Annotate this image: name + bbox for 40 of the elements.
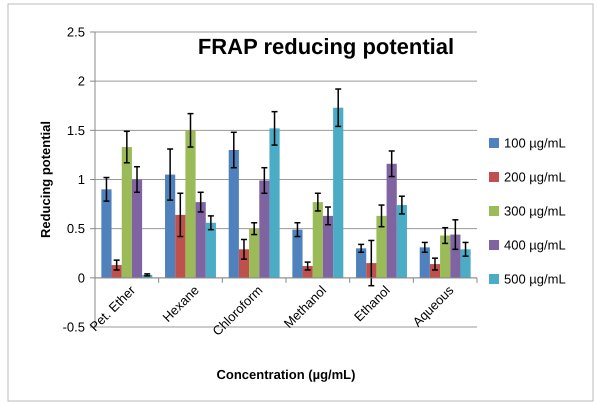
bar [228,150,239,278]
legend-label: 100 µg/mL [504,136,566,151]
y-tick-label: 0 [78,270,85,286]
bar [249,228,260,278]
bar [269,128,280,278]
legend-label: 200 µg/mL [504,170,566,185]
bar [450,234,460,278]
bar [322,216,334,278]
bar [356,248,366,278]
bar [185,130,196,278]
bar [386,164,397,278]
bar [292,230,303,278]
y-tick-label: -0.5 [62,320,85,335]
bar [420,247,430,278]
bar [333,108,344,278]
x-axis-title: Concentration (µg/mL) [216,367,356,382]
bar [196,202,206,278]
bar [132,180,142,278]
bar [440,236,450,278]
legend-label: 400 µg/mL [504,238,566,253]
chart-title: FRAP reducing potential [198,34,454,59]
y-tick-label: 1 [78,172,85,188]
y-axis-title: Reducing potential [38,121,53,238]
bar [175,214,186,278]
bar [122,147,132,278]
bar [165,174,176,278]
legend-label: 500 µg/mL [504,272,566,287]
bar [238,249,250,278]
bar [206,222,216,278]
bar [101,189,112,278]
y-tick-label: 0.5 [66,221,85,236]
legend-label: 300 µg/mL [504,204,566,219]
y-tick-label: 2 [78,74,85,89]
bar [376,216,387,278]
y-tick-label: 2.5 [66,24,85,40]
bar [460,249,471,278]
y-tick-label: 1.5 [66,122,85,138]
bar [259,180,270,278]
bar [312,202,323,278]
bar [396,205,407,278]
